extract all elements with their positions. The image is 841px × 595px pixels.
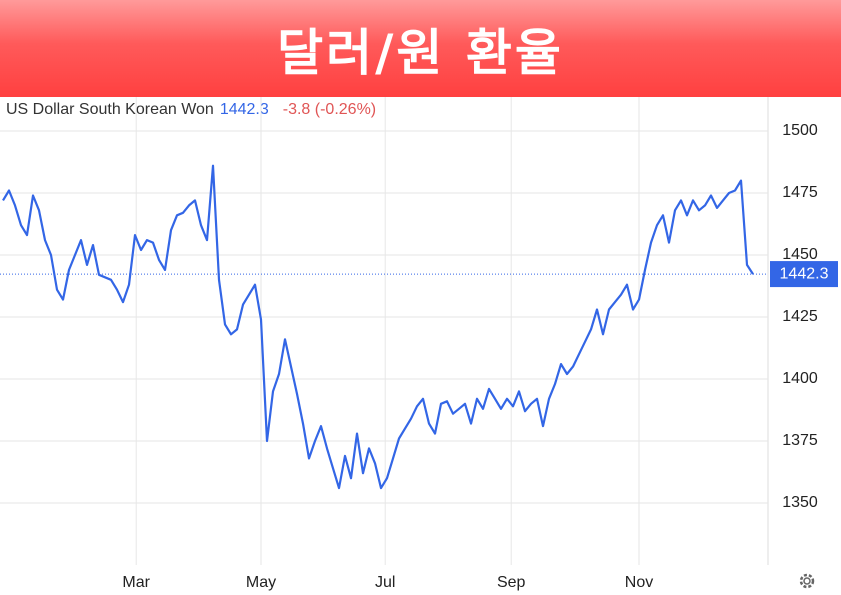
y-tick-label: 1350 bbox=[782, 494, 818, 511]
last-value: 1442.3 bbox=[220, 101, 269, 118]
y-tick-label: 1500 bbox=[782, 122, 818, 139]
settings-icon[interactable] bbox=[799, 573, 815, 589]
x-tick-label: Mar bbox=[122, 574, 150, 591]
y-tick-label: 1375 bbox=[782, 432, 818, 449]
chart-title: US Dollar South Korean Won bbox=[6, 101, 214, 118]
line-series bbox=[2, 164, 754, 490]
x-tick-label: Nov bbox=[625, 574, 653, 591]
x-tick-label: Jul bbox=[375, 574, 395, 591]
y-tick-label: 1450 bbox=[782, 246, 818, 263]
y-tick-label: 1425 bbox=[782, 308, 818, 325]
change: -3.8 (-0.26%) bbox=[283, 101, 376, 118]
y-tick-label: 1475 bbox=[782, 184, 818, 201]
x-tick-label: Sep bbox=[497, 574, 526, 591]
last-value-box bbox=[770, 261, 838, 288]
banner: 달러/원 환율 bbox=[0, 0, 841, 97]
page-title: 달러/원 환율 bbox=[277, 23, 564, 82]
y-tick-label: 1400 bbox=[782, 370, 818, 387]
x-tick-label: May bbox=[246, 574, 276, 591]
last-value-label: 1442.3 bbox=[780, 265, 829, 282]
